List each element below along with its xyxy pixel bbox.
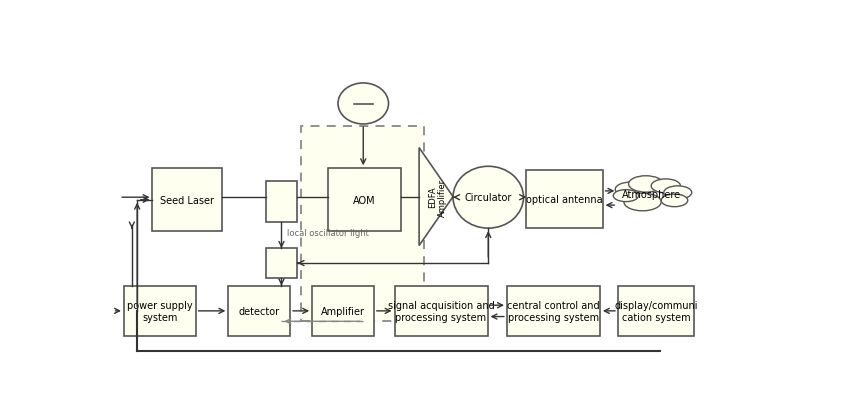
FancyBboxPatch shape bbox=[228, 286, 290, 336]
Text: detector: detector bbox=[239, 306, 280, 316]
Circle shape bbox=[651, 180, 680, 193]
FancyBboxPatch shape bbox=[395, 286, 487, 336]
Circle shape bbox=[613, 190, 638, 202]
FancyBboxPatch shape bbox=[301, 126, 425, 321]
FancyBboxPatch shape bbox=[265, 182, 298, 223]
Text: power supply
system: power supply system bbox=[127, 300, 192, 322]
FancyBboxPatch shape bbox=[265, 248, 298, 279]
Circle shape bbox=[615, 182, 646, 197]
FancyBboxPatch shape bbox=[618, 286, 694, 336]
FancyBboxPatch shape bbox=[312, 286, 374, 336]
Text: Atmosphere: Atmosphere bbox=[621, 190, 680, 200]
Text: AOM: AOM bbox=[353, 195, 376, 205]
Text: central control and
processing system: central control and processing system bbox=[507, 300, 600, 322]
FancyBboxPatch shape bbox=[153, 169, 222, 232]
FancyBboxPatch shape bbox=[507, 286, 600, 336]
FancyBboxPatch shape bbox=[328, 169, 402, 232]
Polygon shape bbox=[419, 148, 453, 246]
Text: display/communi
cation system: display/communi cation system bbox=[614, 300, 698, 322]
Ellipse shape bbox=[453, 167, 523, 229]
Text: Amplifier: Amplifier bbox=[321, 306, 365, 316]
Circle shape bbox=[664, 187, 692, 200]
Circle shape bbox=[662, 195, 688, 207]
Circle shape bbox=[624, 193, 662, 211]
Circle shape bbox=[629, 176, 663, 193]
Ellipse shape bbox=[338, 84, 389, 125]
Text: optical antenna: optical antenna bbox=[526, 194, 602, 204]
FancyBboxPatch shape bbox=[526, 170, 602, 229]
Text: local oscillator light: local oscillator light bbox=[287, 228, 369, 237]
Text: signal acquisition and
processing system: signal acquisition and processing system bbox=[388, 300, 494, 322]
Text: Circulator: Circulator bbox=[464, 193, 512, 203]
Text: Seed Laser: Seed Laser bbox=[160, 195, 214, 205]
Text: EDFA
Amplifier: EDFA Amplifier bbox=[428, 178, 447, 216]
FancyBboxPatch shape bbox=[124, 286, 196, 336]
